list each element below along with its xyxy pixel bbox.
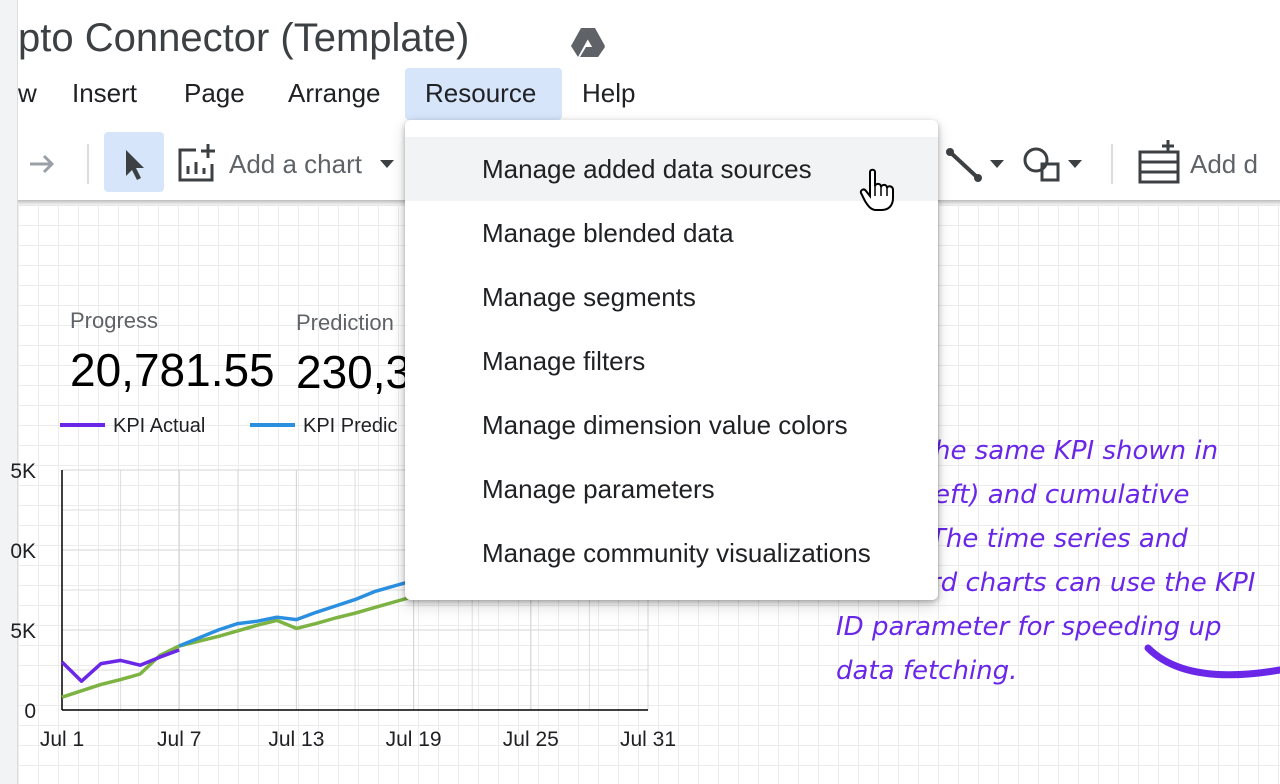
legend-label: KPI Actual (113, 415, 205, 437)
series-line (60, 648, 180, 683)
scorecard-label[interactable]: Progress (70, 308, 159, 333)
x-tick-label: Jul 19 (386, 728, 442, 751)
redo-icon[interactable] (30, 154, 55, 174)
dropdown-item[interactable]: Manage filters (405, 329, 938, 393)
dropdown-item-label: Manage segments (482, 282, 696, 312)
y-tick-label: 0 (24, 700, 36, 723)
dropdown-item-label: Manage parameters (482, 474, 715, 504)
resource-dropdown: Manage added data sources Manage blended … (405, 120, 938, 600)
menu-item[interactable]: Insert (72, 78, 138, 108)
note-swoosh (1144, 644, 1280, 679)
note-line: eft) and cumulative (934, 480, 1190, 510)
dropdown-item[interactable]: Manage community visualizations (405, 521, 938, 585)
line-tool[interactable] (946, 148, 1004, 182)
y-tick-label: 5K (10, 460, 36, 483)
series-line (178, 578, 415, 648)
note-line: he same KPI shown in (934, 436, 1219, 466)
menu-item[interactable]: Resource (425, 78, 537, 108)
mouse-cursor (859, 168, 894, 211)
x-tick-label: Jul 13 (268, 728, 324, 751)
scorecard-value[interactable]: 230,3 (296, 346, 412, 398)
series-line (61, 594, 415, 699)
menu-item[interactable]: Arrange (288, 78, 381, 108)
legend-label: KPI Predic (303, 415, 397, 437)
menu-item[interactable]: Help (582, 78, 636, 108)
note-line: ID parameter for speeding up (836, 612, 1222, 642)
report-title[interactable]: pto Connector (Template) (18, 16, 470, 60)
note-line: rd charts can use the KPI (930, 568, 1256, 598)
drive-icon[interactable] (570, 26, 606, 58)
dropdown-item[interactable]: Manage parameters (405, 457, 938, 521)
dropdown-item[interactable]: Manage added data sources (405, 137, 938, 201)
dropdown-item-label: Manage community visualizations (482, 538, 871, 568)
dropdown-item-label: Manage dimension value colors (482, 410, 848, 440)
dropdown-item-label: Manage added data sources (482, 154, 812, 184)
scorecard-label[interactable]: Prediction (296, 310, 394, 335)
note-line: data fetching. (836, 656, 1018, 686)
x-tick-label: Jul 7 (157, 728, 201, 751)
dropdown-item-label: Manage filters (482, 346, 646, 376)
y-tick-label: 5K (10, 620, 36, 643)
x-tick-label: Jul 31 (620, 728, 676, 751)
dropdown-item-label: Manage blended data (482, 218, 734, 248)
menu-item[interactable]: Page (184, 78, 245, 108)
shape-tool[interactable] (1023, 147, 1060, 182)
dropdown-item[interactable]: Manage blended data (405, 201, 938, 265)
x-tick-label: Jul 1 (40, 728, 84, 751)
x-tick-label: Jul 25 (503, 728, 559, 751)
menu-item[interactable]: w (18, 78, 37, 108)
menu-highlight (405, 68, 562, 120)
left-panel-edge (0, 0, 18, 784)
dropdown-item[interactable]: Manage dimension value colors (405, 393, 938, 457)
note-line: The time series and (930, 524, 1188, 554)
y-tick-label: 0K (10, 540, 36, 563)
add-data-icon[interactable] (1138, 140, 1180, 184)
scorecard-value[interactable]: 20,781.55 (70, 344, 275, 396)
add-data-button[interactable]: Add d (1190, 149, 1258, 179)
add-chart-button[interactable]: Add a chart (229, 149, 362, 179)
toolbar (30, 132, 1180, 192)
dropdown-item[interactable]: Manage segments (405, 265, 938, 329)
add-chart-icon[interactable] (178, 144, 215, 182)
